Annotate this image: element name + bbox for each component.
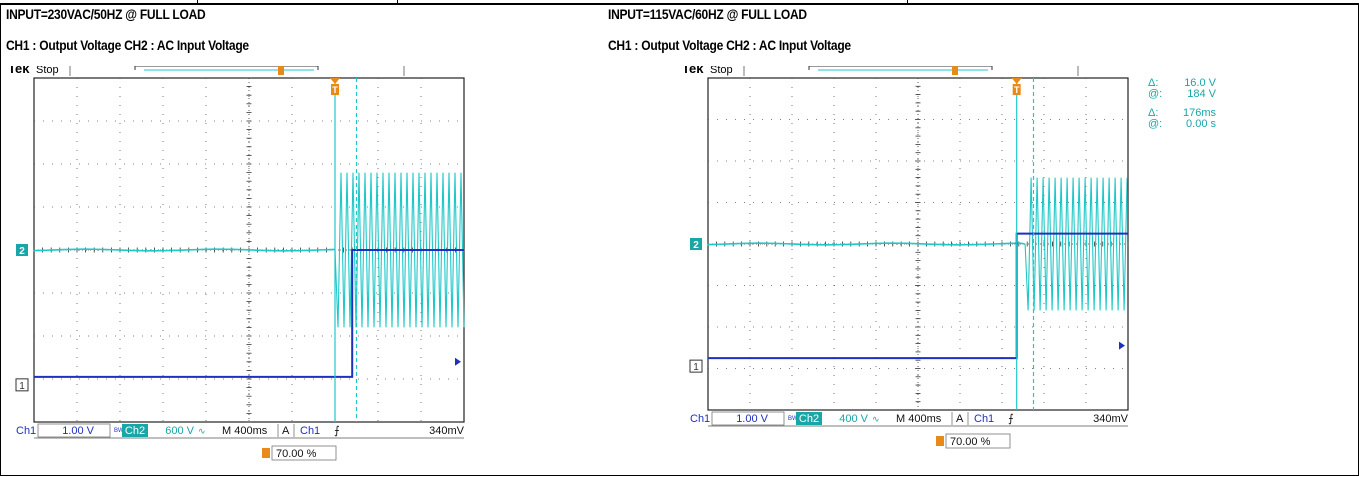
ch2-trace-ac xyxy=(1024,177,1128,311)
trigger-slope-icon: ⨍ xyxy=(334,425,340,437)
trigger-position-icon xyxy=(1011,78,1022,84)
ch1-scale: 1.00 V xyxy=(62,425,94,437)
ch2-label-box xyxy=(122,424,148,437)
trigger-pos-box xyxy=(945,433,1011,449)
ch2-trace-baseline xyxy=(33,248,336,252)
trigger-t-glyph: T xyxy=(332,85,338,95)
record-bracket xyxy=(134,66,319,70)
ch2-label: Ch2 xyxy=(799,413,819,425)
trigger-level: 340mV xyxy=(1093,413,1129,425)
ch1-label: Ch1 xyxy=(690,413,710,425)
trigger-mode: A xyxy=(282,425,290,437)
ch2-label: Ch2 xyxy=(125,425,145,437)
ch2-trace-baseline xyxy=(707,242,1026,246)
oscilloscope-screen: Tek Stop T 2 1 Δ: 16.0 V @: 184 V Δ: 176ms @: 0.00 s… xyxy=(682,66,1217,449)
trigger-source: Ch1 xyxy=(974,413,994,425)
ch2-marker xyxy=(16,244,28,256)
trigger-t-icon xyxy=(1012,84,1021,95)
ch2-scale: 600 V xyxy=(165,425,194,437)
ch1-marker xyxy=(15,378,29,392)
trigger-slope-icon: ⨍ xyxy=(1008,413,1014,425)
delta-v-value: 16.0 V xyxy=(1184,77,1216,89)
panel-subtitle: CH1 : Output Voltage CH2 : AC Input Volt… xyxy=(6,37,249,53)
at-v-value: 184 V xyxy=(1187,88,1216,100)
top-border xyxy=(0,0,1359,5)
at-v-label: @: xyxy=(1148,88,1162,100)
trigger-t-glyph: T xyxy=(1014,85,1020,95)
delta-t-value: 176ms xyxy=(1183,107,1217,119)
brand-label: Tek xyxy=(682,66,704,76)
trigger-pos-icon xyxy=(936,436,944,446)
at-t-label: @: xyxy=(1148,118,1162,130)
trigger-mode: A xyxy=(956,413,964,425)
scope-panel-115vac: INPUT=115VAC/60HZ @ FULL LOAD CH1 : Outp… xyxy=(606,3,1217,473)
ch1-marker xyxy=(689,359,703,373)
top-separator xyxy=(397,0,398,3)
scope-panel-230vac: INPUT=230VAC/50HZ @ FULL LOAD CH1 : Outp… xyxy=(4,3,604,473)
panel-title: INPUT=115VAC/60HZ @ FULL LOAD xyxy=(608,6,807,22)
record-bracket xyxy=(808,66,993,70)
ch1-marker-label: 1 xyxy=(19,381,25,392)
panel-title: INPUT=230VAC/50HZ @ FULL LOAD xyxy=(6,6,206,22)
timebase: M 400ms xyxy=(222,425,268,437)
at-t-value: 0.00 s xyxy=(1186,118,1216,130)
ch2-label-box xyxy=(796,412,822,425)
record-trigger-icon xyxy=(952,66,958,75)
status-label: Stop xyxy=(710,66,733,76)
trigger-pos-icon xyxy=(262,448,270,458)
ac-coupling-icon: ∿ xyxy=(198,426,206,436)
brand-label: Tek xyxy=(8,66,30,76)
ac-coupling-icon: ∿ xyxy=(872,414,880,424)
trigger-pos-box xyxy=(271,445,337,461)
trigger-position: 70.00 % xyxy=(950,436,991,448)
delta-v-label: Δ: xyxy=(1148,77,1158,89)
delta-t-label: Δ: xyxy=(1148,107,1158,119)
trigger-position-icon xyxy=(330,78,340,84)
top-separator xyxy=(197,0,198,3)
top-separator xyxy=(907,0,908,3)
ch1-trace xyxy=(34,249,464,378)
trigger-level-arrow xyxy=(455,357,461,366)
trigger-source: Ch1 xyxy=(300,425,320,437)
record-trigger-icon xyxy=(278,66,284,75)
ch2-marker-label: 2 xyxy=(693,240,699,251)
ch2-marker-label: 2 xyxy=(19,246,25,257)
bandwidth-icon: BW xyxy=(788,416,798,422)
timebase: M 400ms xyxy=(896,413,942,425)
trigger-level-arrow xyxy=(1119,341,1125,350)
ch1-scale: 1.00 V xyxy=(736,413,768,425)
trigger-t-icon xyxy=(331,84,339,95)
ch1-marker-label: 1 xyxy=(693,362,699,373)
ch1-label: Ch1 xyxy=(16,425,36,437)
bandwidth-icon: BW xyxy=(114,428,124,434)
ch1-scale-box xyxy=(37,423,111,438)
ch1-scale-box xyxy=(711,411,785,426)
trigger-position: 70.00 % xyxy=(276,448,317,460)
panel-subtitle: CH1 : Output Voltage CH2 : AC Input Volt… xyxy=(608,37,851,53)
ch2-marker xyxy=(690,238,702,250)
trigger-level: 340mV xyxy=(429,425,465,437)
status-label: Stop xyxy=(36,66,59,76)
ch2-scale: 400 V xyxy=(839,413,868,425)
